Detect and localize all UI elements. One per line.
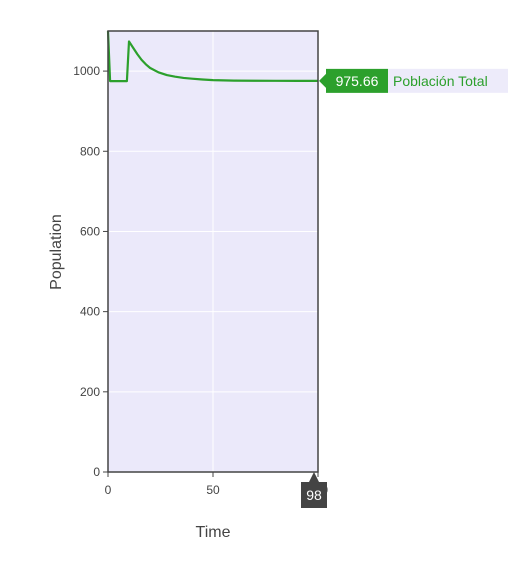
hover-x-text: 98 (306, 487, 322, 503)
y-tick-label: 600 (80, 224, 100, 238)
hover-value-text: 975.66 (336, 73, 379, 89)
y-tick-label: 800 (80, 144, 100, 158)
hover-label-x: 98 (301, 472, 327, 508)
x-tick-label: 50 (206, 483, 220, 497)
y-tick-label: 1000 (73, 64, 100, 78)
y-tick-label: 0 (93, 465, 100, 479)
y-tick-label: 200 (80, 385, 100, 399)
x-axis-title: Time (196, 524, 231, 541)
x-tick-label: 0 (105, 483, 112, 497)
y-axis-ticks: 0 200 400 600 800 1000 (73, 64, 108, 479)
y-axis-title: Population (48, 214, 65, 290)
y-tick-label: 400 (80, 305, 100, 319)
hover-label-y: 975.66 Población Total (319, 69, 508, 93)
hover-series-name: Población Total (393, 73, 488, 89)
x-axis-ticks: 050100 (105, 472, 329, 497)
